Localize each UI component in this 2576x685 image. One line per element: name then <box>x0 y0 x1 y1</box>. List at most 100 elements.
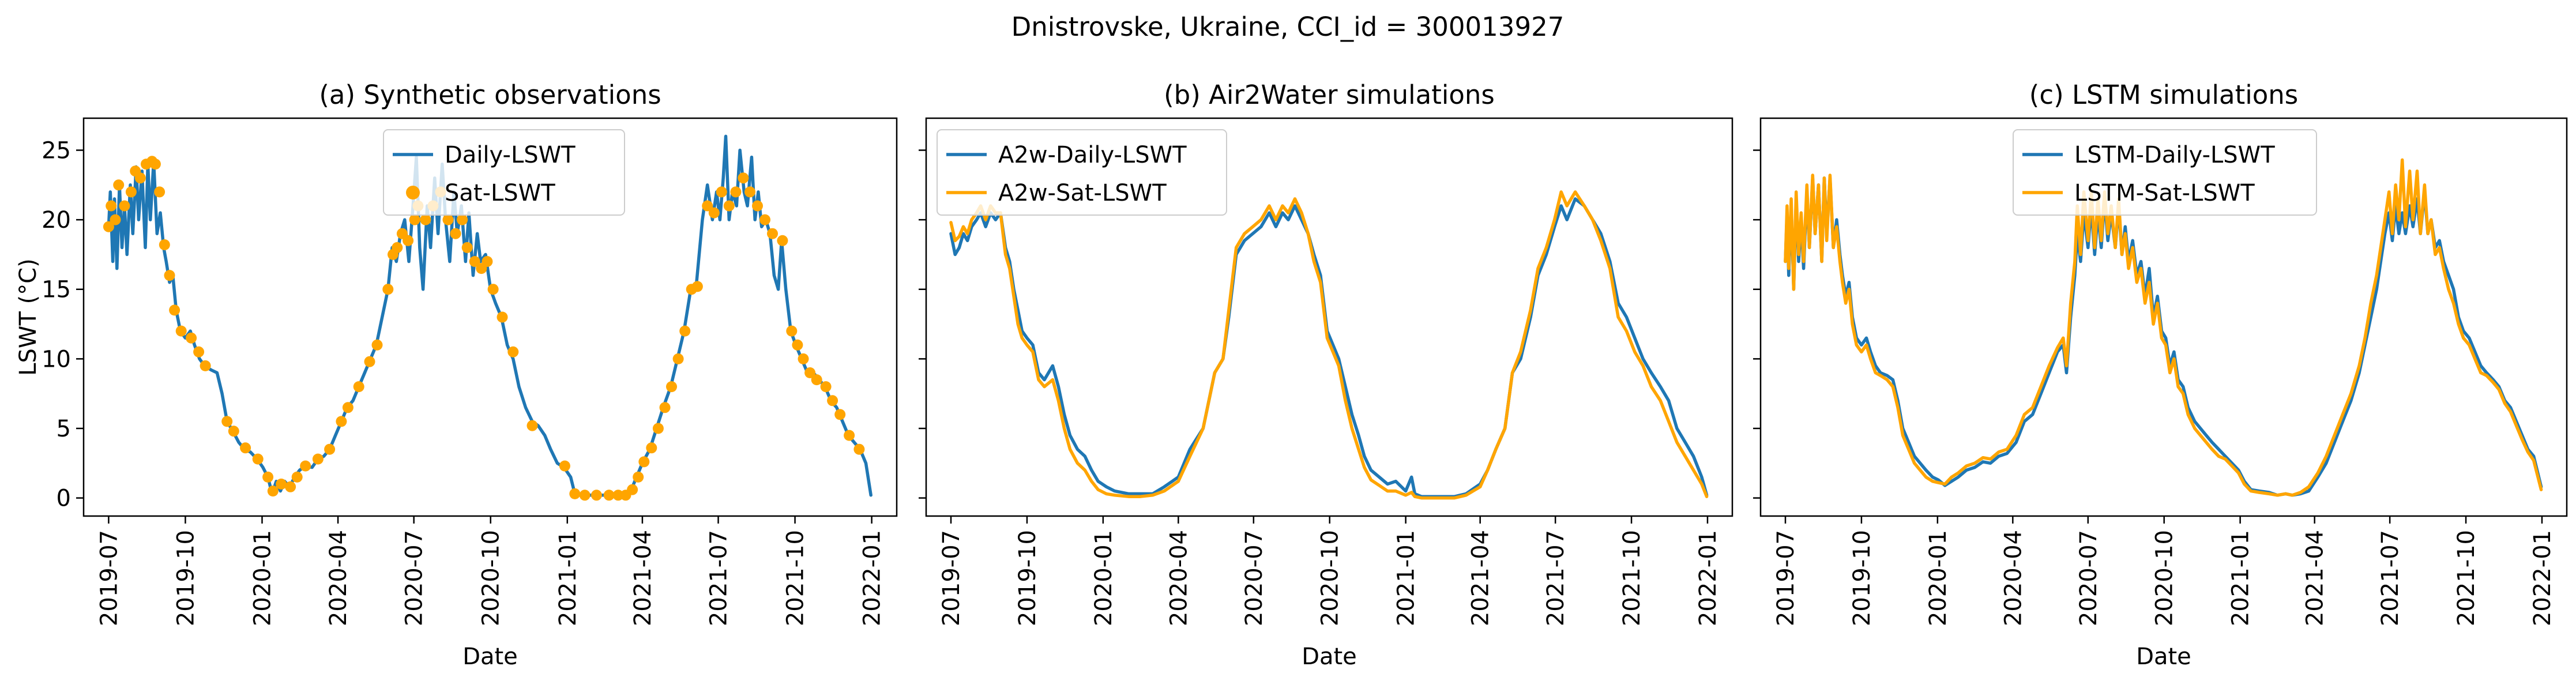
panel-b-xtick-label: 2019-10 <box>1014 530 1041 626</box>
panel-a-legend-marker-1 <box>406 186 420 200</box>
panel-a-sat-point <box>457 214 468 225</box>
panel-c-xtick-label: 2020-04 <box>2000 530 2026 626</box>
panel-a-sat-point <box>811 374 822 386</box>
panel-a-sat-point <box>497 311 508 323</box>
panel-c-plot: 2019-07 2019-10 2020-01 2020-04 2020-07 2020-… <box>1753 117 2568 626</box>
panel-a-sat-point <box>110 214 121 225</box>
panel-a-sat-point <box>228 426 239 437</box>
panel-a-ytick-label: 10 <box>42 346 71 372</box>
panel-a-sat-point <box>638 456 650 468</box>
panel-a-sat-point <box>336 416 347 427</box>
panel-a-sat-point <box>252 453 264 465</box>
panel-a-legend-label-0: Daily-LSWT <box>445 142 576 168</box>
panel-a-sat-point <box>777 235 788 246</box>
panel-a-xlabel: Date <box>462 643 518 670</box>
panel-a-sat-point <box>103 221 114 232</box>
panel-a-sat-point <box>652 423 664 434</box>
panel-a-sat-point <box>834 409 846 420</box>
panel-b-plot: 2019-07 2019-10 2020-01 2020-04 2020-07 2020-… <box>919 117 1733 626</box>
panel-a-sat-point <box>569 488 581 499</box>
panel-a-sat-point <box>487 284 499 295</box>
panel-b-legend-label-0: A2w-Daily-LSWT <box>998 142 1187 168</box>
panel-b-xtick-label: 2021-04 <box>1468 530 1494 626</box>
panel-a-sat-point <box>482 256 493 267</box>
panel-b-legend-label-1: A2w-Sat-LSWT <box>998 180 1167 206</box>
panel-a-sat-point <box>646 442 657 454</box>
panel-a-xtick-label: 2020-07 <box>401 530 428 626</box>
panel-a-sat-point <box>659 402 671 413</box>
panel-a-sat-point <box>164 270 175 281</box>
panel-a-sat-point <box>723 200 735 212</box>
panel-a-sat-point <box>744 186 755 198</box>
panel-b-xtick-label: 2020-04 <box>1165 530 1192 626</box>
panel-a: (a) Synthetic observations LSWT (°C) Dat… <box>15 80 898 670</box>
panel-a-xtick-label: 2019-10 <box>172 530 199 626</box>
panel-a-sat-point <box>708 207 720 219</box>
panel-a-sat-point <box>276 479 287 490</box>
panel-b-xtick-label: 2020-10 <box>1317 530 1344 626</box>
panel-a-sat-point <box>262 471 274 483</box>
panel-a-sat-point <box>186 332 197 344</box>
panel-a-plot: 0 5 10 15 20 25 2019-07 2019-10 2020-01 2020-04 20… <box>42 117 898 626</box>
panel-a-sat-point <box>786 325 798 337</box>
panel-a-sat-point <box>364 356 375 367</box>
panel-a-ytick-label: 20 <box>42 207 71 234</box>
panel-a-xtick-label: 2020-10 <box>478 530 505 626</box>
panel-b-series-line-0 <box>949 197 1709 498</box>
figure-suptitle: Dnistrovske, Ukraine, CCI_id = 300013927 <box>1011 12 1565 42</box>
panel-c: (c) LSTM simulations Date 2019-07 2019-10… <box>1753 80 2568 670</box>
panel-a-sat-point <box>792 339 803 351</box>
panel-a-sat-point <box>175 325 187 337</box>
panel-a-sat-point <box>738 172 749 184</box>
panel-a-legend-box <box>383 129 625 216</box>
panel-a-sat-point <box>420 214 431 225</box>
panel-a-sat-point <box>409 214 420 225</box>
panel-c-xtick-label: 2021-10 <box>2453 530 2480 626</box>
panel-a-title: (a) Synthetic observations <box>319 80 661 110</box>
panel-a-sat-point <box>267 485 279 497</box>
panel-a-sat-point <box>312 453 324 465</box>
panel-b-xtick-label: 2022-01 <box>1695 530 1721 626</box>
panel-a-sat-point <box>730 186 742 198</box>
panel-a-sat-point <box>820 381 832 393</box>
panel-a-sat-point <box>200 360 211 371</box>
panel-c-legend: LSTM-Daily-LSWT LSTM-Sat-LSWT <box>2013 129 2317 216</box>
panel-a-sat-point <box>672 353 684 364</box>
panel-a-sat-point <box>353 381 364 393</box>
panel-a-sat-point <box>461 242 473 253</box>
panel-c-xtick-label: 2019-10 <box>1849 530 1875 626</box>
panel-a-sat-point <box>752 200 763 212</box>
panel-a-sat-point <box>767 228 778 239</box>
panel-a-legend-label-1: Sat-LSWT <box>445 180 555 206</box>
panel-a-sat-point <box>113 179 125 191</box>
panel-c-xtick-label: 2020-10 <box>2152 530 2178 626</box>
panel-a-sat-point <box>527 420 538 431</box>
panel-a-ylabel: LSWT (°C) <box>15 258 42 376</box>
panel-a-sat-point <box>603 490 615 501</box>
panel-c-xtick-label: 2020-07 <box>2075 530 2102 626</box>
panel-c-xtick-label: 2021-01 <box>2228 530 2254 626</box>
panel-a-sat-point <box>125 186 137 198</box>
panel-a-sat-point <box>221 416 233 427</box>
panel-a-ytick-label: 5 <box>57 416 71 442</box>
panel-a-sat-point <box>591 490 602 501</box>
panel-b-xtick-label: 2020-07 <box>1241 530 1268 626</box>
panel-a-sat-point <box>716 186 727 198</box>
panel-a-sat-point <box>300 460 311 472</box>
panel-b-legend-box <box>937 129 1227 216</box>
panel-c-series-line-1 <box>1784 158 2543 497</box>
panel-a-sat-point <box>119 200 130 212</box>
panel-a-sat-point <box>240 442 251 454</box>
panel-a-sat-point <box>627 484 638 495</box>
panel-a-sat-point <box>403 235 414 246</box>
panel-a-sat-point <box>154 186 166 198</box>
panel-b-xtick-label: 2021-10 <box>1619 530 1645 626</box>
panel-a-sat-point <box>382 284 394 295</box>
panel-c-xtick-label: 2021-04 <box>2302 530 2329 626</box>
panel-a-sat-point <box>469 256 480 267</box>
panel-a-sat-point <box>342 402 354 413</box>
panel-a-sat-point <box>371 339 383 351</box>
panel-b-xtick-label: 2021-01 <box>1393 530 1420 626</box>
panel-a-sat-point <box>159 239 170 250</box>
